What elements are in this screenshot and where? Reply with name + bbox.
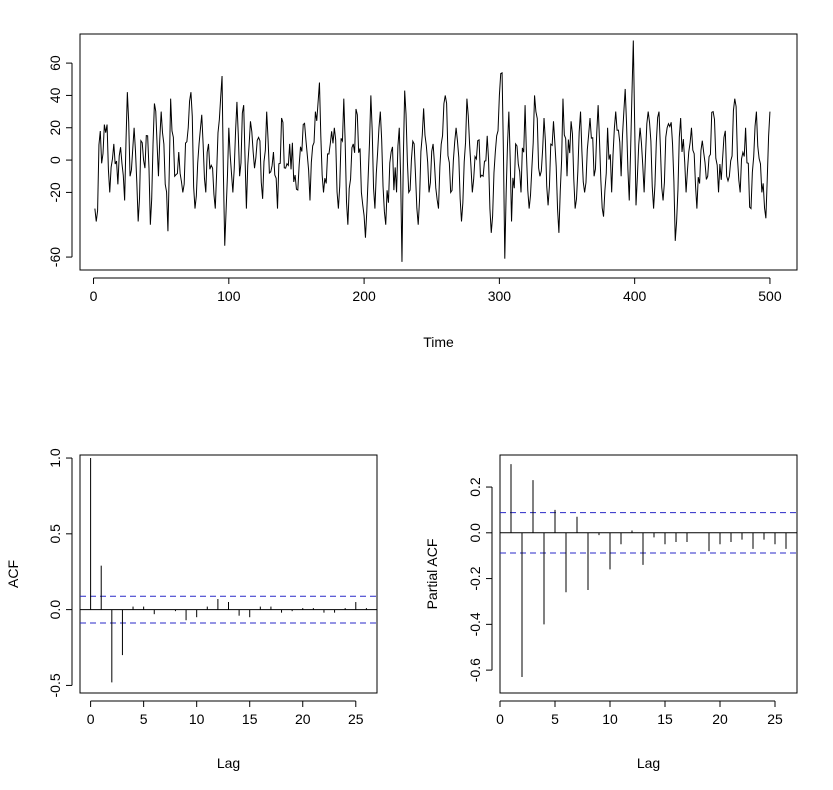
x-tick-label: 0 xyxy=(496,711,504,727)
y-tick-label: 0.0 xyxy=(467,523,483,543)
y-tick-label: 40 xyxy=(47,87,63,103)
y-tick-label: -0.2 xyxy=(467,566,483,590)
y-tick-label: -0.5 xyxy=(47,673,63,697)
x-tick-label: 10 xyxy=(189,711,205,727)
y-tick-label: -20 xyxy=(47,182,63,202)
x-tick-label: 25 xyxy=(348,711,364,727)
x-tick-label: 100 xyxy=(217,288,241,304)
x-tick-label: 15 xyxy=(242,711,258,727)
y-tick-label: -0.4 xyxy=(467,612,483,636)
x-tick-label: 15 xyxy=(657,711,673,727)
x-tick-label: 25 xyxy=(767,711,783,727)
y-tick-label: 0.0 xyxy=(47,600,63,620)
x-axis-title: Lag xyxy=(217,755,240,771)
x-axis-title: Time xyxy=(423,334,454,350)
x-tick-label: 0 xyxy=(90,288,98,304)
y-tick-label: -0.6 xyxy=(467,658,483,682)
x-tick-label: 10 xyxy=(602,711,618,727)
x-tick-label: 20 xyxy=(712,711,728,727)
y-tick-label: 0 xyxy=(47,156,63,164)
y-tick-label: 60 xyxy=(47,55,63,71)
x-tick-label: 0 xyxy=(87,711,95,727)
x-tick-label: 300 xyxy=(488,288,512,304)
y-tick-label: 1.0 xyxy=(47,448,63,468)
pacf-panel: 0 5 10 15 20 25 -0.6 -0.4 -0.2 0.0 0.2 Lag Partial A… xyxy=(424,454,798,771)
x-tick-label: 200 xyxy=(352,288,376,304)
x-tick-label: 5 xyxy=(140,711,148,727)
y-tick-label: 0.2 xyxy=(467,477,483,497)
y-tick-label: -60 xyxy=(47,247,63,267)
x-tick-label: 500 xyxy=(758,288,782,304)
series-line xyxy=(94,40,771,262)
time-series-panel: 0 100 200 300 400 500 -60 -20 0 20 40 60 Time xyxy=(47,33,798,350)
plot-frame xyxy=(79,33,798,271)
acf-panel: 0 5 10 15 20 25 -0.5 0.0 0.5 1.0 Lag ACF xyxy=(5,448,378,771)
x-tick-label: 20 xyxy=(295,711,311,727)
x-axis-title: Lag xyxy=(637,755,660,771)
x-tick-label: 5 xyxy=(551,711,559,727)
plot-frame xyxy=(79,454,378,694)
x-tick-label: 400 xyxy=(623,288,647,304)
y-axis-title: ACF xyxy=(5,560,21,588)
y-axis-title: Partial ACF xyxy=(424,539,440,610)
y-tick-label: 20 xyxy=(47,120,63,136)
plot-frame xyxy=(499,454,798,694)
y-tick-label: 0.5 xyxy=(47,524,63,544)
